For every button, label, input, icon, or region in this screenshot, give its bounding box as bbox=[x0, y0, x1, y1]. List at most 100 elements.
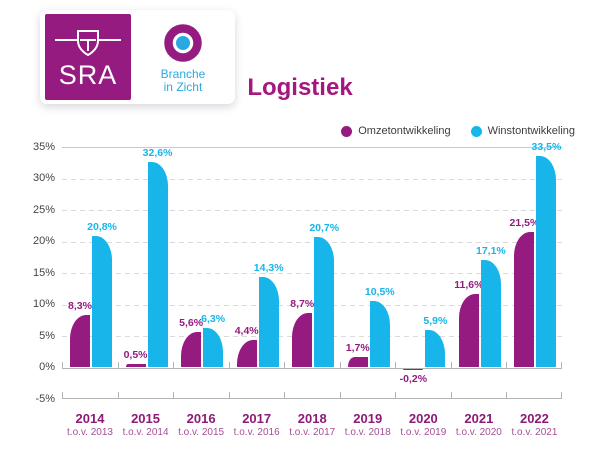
axis-line--5 bbox=[62, 398, 562, 399]
sra-shield-icon bbox=[55, 29, 121, 56]
bar-omzet-2019 bbox=[347, 356, 368, 368]
bar-value-label-2021: 17,1% bbox=[475, 244, 506, 257]
axis-tick bbox=[451, 392, 452, 398]
y-axis-label: -5% bbox=[35, 392, 55, 405]
x-axis-sublabel: t.o.v. 2014 bbox=[122, 427, 169, 438]
bar-value-label-2015: 32,6% bbox=[142, 147, 173, 160]
axis-tick bbox=[340, 392, 341, 398]
x-axis-year: 2016 bbox=[186, 411, 216, 426]
x-axis-sublabel: t.o.v. 2017 bbox=[289, 427, 336, 438]
x-axis-label-2017: 2017 t.o.v. 2016 bbox=[229, 412, 285, 439]
x-axis-year: 2014 bbox=[75, 411, 105, 426]
legend-label-omzet: Omzetontwikkeling bbox=[358, 125, 451, 137]
bar-value-label-2014: 8,3% bbox=[68, 300, 92, 313]
bar-omzet-2018 bbox=[292, 312, 313, 368]
bar-winst-2018 bbox=[314, 237, 335, 368]
axis-tick bbox=[229, 361, 230, 368]
gridline-15 bbox=[62, 273, 562, 274]
plot-area: 8,3% 20,8% 0,5% 32,6% 5,6% 6,3% 4,4% 14,3% 8,7% 2… bbox=[62, 141, 562, 399]
axis-line-0 bbox=[62, 367, 562, 369]
legend-item-winst: Winstontwikkeling bbox=[470, 125, 575, 137]
bar-value-label-2016: 6,3% bbox=[201, 312, 226, 325]
bar-value-label-2022: 33,5% bbox=[531, 141, 562, 154]
x-axis-sublabel: t.o.v. 2015 bbox=[178, 427, 225, 438]
bar-value-label-2019: 10,5% bbox=[364, 286, 395, 299]
bar-omzet-2015 bbox=[125, 364, 146, 368]
bar-omzet-2021 bbox=[458, 294, 479, 368]
y-axis-label: 35% bbox=[32, 140, 55, 153]
x-axis-year: 2015 bbox=[131, 411, 160, 426]
bar-value-label-2016: 5,6% bbox=[179, 317, 204, 330]
x-axis-label-2015: 2015 t.o.v. 2014 bbox=[118, 412, 174, 439]
x-axis-sublabel: t.o.v. 2019 bbox=[400, 427, 447, 438]
bar-value-label-2017: 14,3% bbox=[253, 262, 284, 275]
y-axis-label: 0% bbox=[39, 361, 55, 373]
axis-tick bbox=[395, 392, 396, 398]
bar-value-label-2022: 21,5% bbox=[509, 217, 540, 230]
bar-omzet-2017 bbox=[236, 339, 257, 368]
axis-tick bbox=[284, 392, 285, 398]
bar-winst-2022 bbox=[536, 156, 557, 368]
bar-value-label-2018: 20,7% bbox=[309, 222, 340, 235]
axis-tick bbox=[340, 361, 341, 368]
bar-winst-2016 bbox=[203, 327, 224, 368]
axis-tick bbox=[561, 361, 562, 368]
bar-value-label-2020: -0,2% bbox=[399, 372, 428, 385]
axis-tick bbox=[506, 392, 507, 398]
x-axis-sublabel: t.o.v. 2021 bbox=[511, 427, 558, 438]
x-axis-label-2020: 2020 t.o.v. 2019 bbox=[395, 412, 451, 439]
gridline-30 bbox=[62, 178, 562, 180]
bar-value-label-2018: 8,7% bbox=[290, 297, 315, 310]
bar-omzet-2022 bbox=[514, 232, 535, 368]
bar-value-label-2014: 20,8% bbox=[87, 221, 117, 234]
bar-winst-2017 bbox=[258, 277, 279, 368]
x-axis-label-2019: 2019 t.o.v. 2018 bbox=[340, 412, 396, 439]
x-axis-year: 2021 bbox=[464, 411, 494, 426]
bar-value-label-2017: 4,4% bbox=[234, 324, 259, 337]
axis-tick bbox=[451, 361, 452, 368]
gridline-35 bbox=[62, 147, 562, 148]
sra-logo: SRA bbox=[45, 14, 131, 100]
bar-winst-2021 bbox=[480, 259, 501, 368]
axis-tick bbox=[395, 361, 396, 368]
sra-wordmark: SRA bbox=[58, 59, 118, 90]
bar-winst-2020 bbox=[425, 330, 446, 368]
logo-card: SRA Branche in Zicht bbox=[40, 10, 235, 104]
legend-item-omzet: Omzetontwikkeling bbox=[341, 125, 451, 137]
legend-dot-winst bbox=[470, 125, 482, 137]
axis-tick bbox=[561, 392, 562, 398]
bar-omzet-2016 bbox=[181, 332, 202, 368]
x-axis-label-2021: 2021 t.o.v. 2020 bbox=[451, 412, 507, 439]
x-axis-sublabel: t.o.v. 2018 bbox=[344, 427, 391, 438]
axis-tick bbox=[62, 361, 63, 368]
x-axis-sublabel: t.o.v. 2020 bbox=[455, 427, 502, 438]
x-axis-label-2016: 2016 t.o.v. 2015 bbox=[173, 412, 229, 439]
y-axis-label: 10% bbox=[32, 298, 55, 310]
x-axis-label-2018: 2018 t.o.v. 2017 bbox=[284, 412, 340, 439]
x-axis-year: 2020 bbox=[408, 411, 438, 426]
bullseye-icon bbox=[164, 23, 202, 62]
axis-tick bbox=[173, 361, 174, 368]
x-axis-sublabel: t.o.v. 2013 bbox=[67, 427, 113, 438]
y-axis-label: 5% bbox=[39, 329, 55, 342]
bar-value-label-2021: 11,6% bbox=[454, 279, 484, 292]
bar-winst-2015 bbox=[147, 162, 168, 368]
bar-omzet-2020 bbox=[403, 368, 424, 370]
axis-tick bbox=[118, 392, 119, 398]
branche-in-zicht-logo: Branche in Zicht bbox=[131, 21, 235, 94]
legend-label-winst: Winstontwikkeling bbox=[487, 125, 575, 137]
x-axis-sublabel: t.o.v. 2016 bbox=[233, 427, 280, 438]
x-axis-year: 2017 bbox=[242, 411, 272, 426]
x-axis-year: 2022 bbox=[519, 411, 549, 426]
gridline-10 bbox=[62, 304, 562, 306]
bar-winst-2019 bbox=[369, 301, 390, 368]
axis-tick bbox=[173, 392, 174, 398]
x-axis-year: 2019 bbox=[353, 411, 383, 426]
axis-tick bbox=[62, 392, 63, 398]
bar-value-label-2015: 0,5% bbox=[123, 349, 148, 362]
axis-tick bbox=[229, 392, 230, 398]
axis-tick bbox=[284, 361, 285, 368]
chart-legend: Omzetontwikkeling Winstontwikkeling bbox=[341, 125, 575, 137]
